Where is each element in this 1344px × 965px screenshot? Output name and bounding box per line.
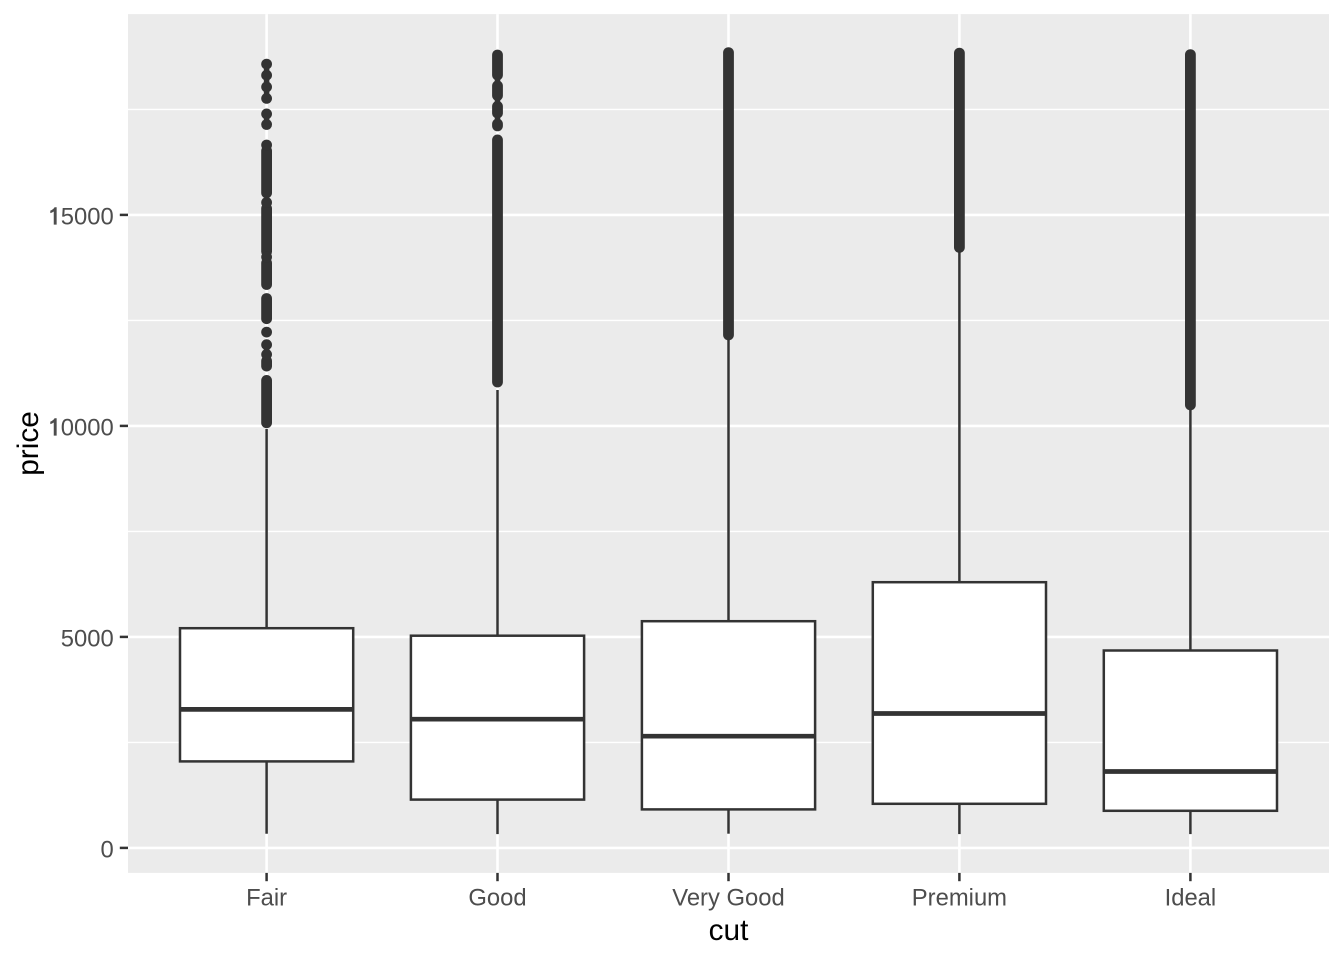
svg-text:Fair: Fair xyxy=(246,885,287,912)
svg-text:Ideal: Ideal xyxy=(1165,885,1217,912)
svg-text:0: 0 xyxy=(100,837,113,864)
svg-text:0000: 0000 xyxy=(61,415,114,442)
svg-text:5000: 5000 xyxy=(61,204,114,231)
svg-text:Good: Good xyxy=(468,885,526,912)
svg-text:price: price xyxy=(12,411,45,476)
svg-text:Premium: Premium xyxy=(912,885,1007,912)
svg-text:Very Good: Very Good xyxy=(672,885,784,912)
svg-text:5000: 5000 xyxy=(61,626,114,653)
svg-text:cut: cut xyxy=(709,914,749,947)
